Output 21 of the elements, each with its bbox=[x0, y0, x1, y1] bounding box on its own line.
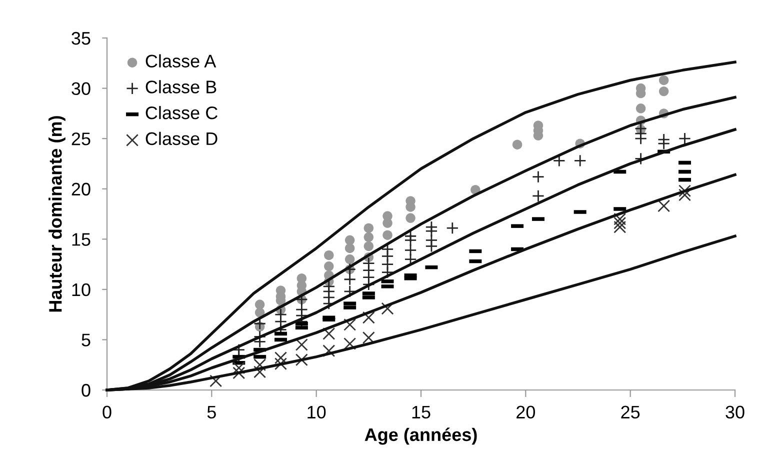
x-tick-label: 10 bbox=[308, 406, 326, 419]
y-tick-label: 20 bbox=[72, 182, 90, 196]
x-tick-label: 30 bbox=[726, 406, 744, 419]
y-tick-label: 35 bbox=[72, 32, 90, 45]
x-tick-label: 5 bbox=[207, 406, 216, 419]
x-tick-label: 15 bbox=[412, 406, 430, 419]
x-axis-title: Age (années) bbox=[364, 428, 477, 445]
y-tick-label: 30 bbox=[72, 82, 90, 96]
y-tick-label: 10 bbox=[72, 283, 90, 296]
x-tick-label: 25 bbox=[621, 406, 640, 419]
legend-label: Classe C bbox=[146, 106, 218, 120]
y-axis-title: Hauteur dominante (m) bbox=[48, 116, 66, 312]
y-tick-label: 0 bbox=[82, 384, 90, 397]
x-tick-label: 20 bbox=[516, 406, 536, 419]
y-tick-label: 5 bbox=[82, 334, 90, 346]
y-tick-label: 25 bbox=[72, 132, 90, 146]
legend-label: Classe B bbox=[146, 80, 216, 94]
x-tick-label: 0 bbox=[102, 406, 112, 419]
y-tick-label: 15 bbox=[72, 233, 90, 246]
legend-label: Classe D bbox=[146, 132, 218, 146]
legend-label: Classe A bbox=[146, 54, 216, 68]
